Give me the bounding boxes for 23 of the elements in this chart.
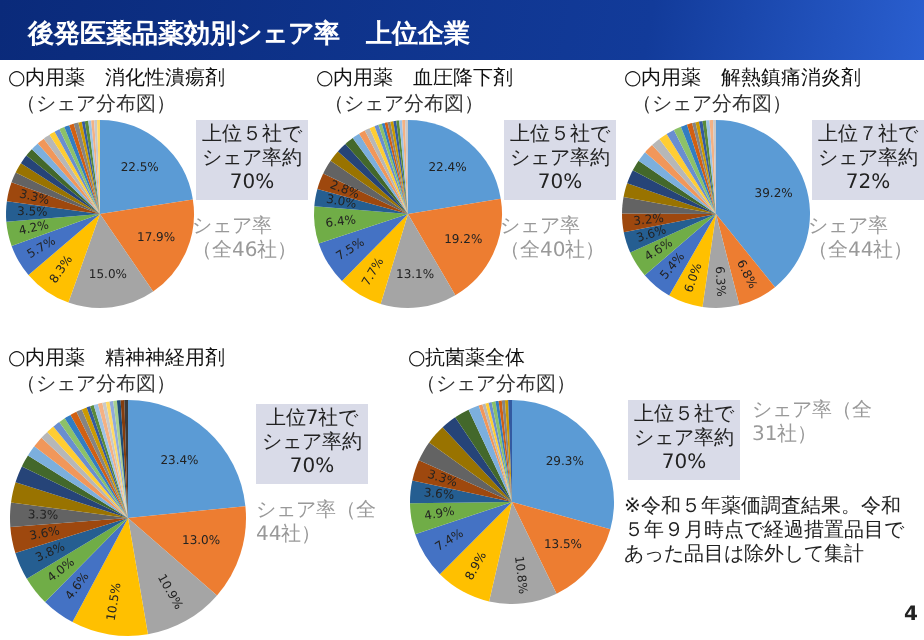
- text: 4: [904, 604, 918, 626]
- chart-subtitle: （シェア分布図）: [16, 92, 176, 118]
- chart-subtitle: （シェア分布図）: [632, 92, 792, 118]
- text: 上位５社でシェア率約70%: [504, 120, 616, 200]
- text: 上位7社でシェア率約70%: [256, 404, 368, 484]
- chart-title: ○内用薬 精神神経用剤: [8, 345, 226, 372]
- chart-title: ○内用薬 消化性潰瘍剤: [8, 65, 226, 92]
- text: シェア率（全40社）: [500, 216, 608, 264]
- chart-subtitle: （シェア分布図）: [16, 372, 176, 398]
- chart-title: ○抗菌薬全体: [408, 345, 526, 372]
- chart-title: ○内用薬 血圧降下剤: [316, 65, 514, 92]
- text: 上位７社でシェア率約72%: [812, 120, 924, 200]
- chart-subtitle: （シェア分布図）: [416, 372, 576, 398]
- text: シェア率（全44社）: [808, 216, 916, 264]
- text: 上位５社でシェア率約70%: [628, 400, 740, 480]
- text: シェア率（全46社）: [192, 216, 300, 264]
- chart-subtitle: （シェア分布図）: [324, 92, 484, 118]
- text: シェア率（全44社）: [256, 500, 378, 548]
- text: シェア率（全31社）: [752, 400, 874, 448]
- text: 後発医薬品薬効別シェア率 上位企業: [28, 17, 470, 52]
- chart-title: ○内用薬 解熱鎮痛消炎剤: [624, 65, 862, 92]
- text: 上位５社でシェア率約70%: [196, 120, 308, 200]
- text: ※令和５年薬価調査結果。令和５年９月時点で経過措置品目であった品目は除外して集計: [624, 496, 906, 568]
